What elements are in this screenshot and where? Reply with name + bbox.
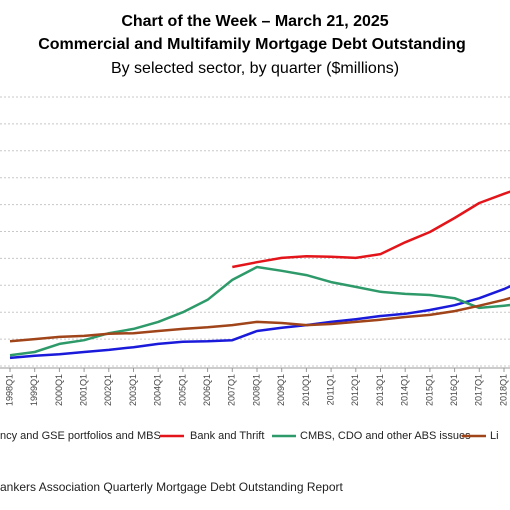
x-tick-label: 2009Q1 [276,374,286,406]
legend-label: CMBS, CDO and other ABS issues [300,430,471,442]
series-line [9,296,510,343]
x-tick-label: 2011Q1 [325,374,335,405]
chart-subtitle: By selected sector, by quarter ($million… [111,60,399,77]
series-line [9,284,510,360]
x-tick-label: 2005Q1 [177,374,187,406]
x-tick-label: 2007Q1 [227,374,237,406]
chart-title: Chart of the Week – March 21, 2025 [121,13,388,30]
x-tick-label: 2017Q1 [474,374,484,406]
legend-label: Bank and Thrift [190,430,264,442]
x-tick-label: 2000Q1 [54,374,64,406]
x-tick-label: 2016Q1 [449,374,459,406]
x-tick-label: 2012Q1 [350,374,360,406]
x-tick-label: 1998Q1 [4,374,14,406]
x-tick-label: 2015Q1 [424,374,434,406]
x-tick-label: 2018Q1 [498,374,508,406]
x-tick-label: 2001Q1 [78,374,88,406]
x-tick-label: 2004Q1 [153,374,163,406]
legend-label: Li [490,430,499,442]
x-tick-label: 2006Q1 [202,374,212,406]
x-tick-label: 2003Q1 [128,374,138,406]
legend-label: ncy and GSE portfolios and MBS [0,430,161,442]
x-tick-label: 2014Q1 [400,374,410,406]
x-tick-label: 1999Q1 [29,374,39,406]
chart-subtitle: Commercial and Multifamily Mortgage Debt… [38,36,466,53]
source: ankers Association Quarterly Mortgage De… [0,480,344,494]
series-line [232,190,510,269]
x-tick-label: 2002Q1 [103,374,113,406]
series-line [9,265,510,357]
x-tick-label: 2013Q1 [375,374,385,406]
x-tick-label: 2010Q1 [301,374,311,406]
x-tick-label: 2008Q1 [251,374,261,406]
